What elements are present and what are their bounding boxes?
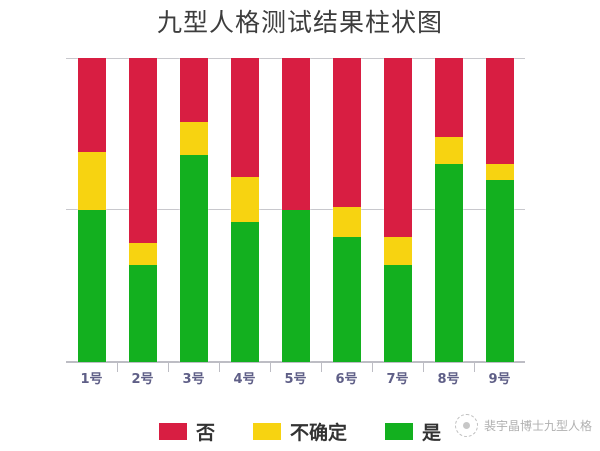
- legend-label-unsure: 不确定: [289, 422, 347, 444]
- x-axis-tick: [321, 363, 372, 389]
- stacked-bar[interactable]: [77, 58, 106, 362]
- bar-slot: [219, 58, 270, 362]
- bar-segment-yes: [128, 264, 157, 362]
- x-axis-label-6: 6号: [335, 372, 358, 387]
- bar-segment-yes: [230, 222, 259, 362]
- x-axis-label-8: 8号: [437, 372, 460, 387]
- stacked-bar[interactable]: [230, 58, 259, 362]
- bar-slot: [474, 58, 525, 362]
- bar-segment-yes: [332, 237, 361, 362]
- stacked-bar[interactable]: [128, 58, 157, 362]
- x-axis-tick: [474, 363, 525, 389]
- x-axis-label-7: 7号: [386, 372, 409, 387]
- bar-segment-no: [281, 58, 310, 210]
- bar-segment-no: [230, 58, 259, 177]
- stacked-bar[interactable]: [332, 58, 361, 362]
- legend-label-yes: 是: [422, 422, 442, 444]
- x-axis-label-2: 2号: [131, 372, 154, 387]
- x-axis-labels: 1号 2号 3号 4号 5号 6号 7号 8号 9号: [66, 368, 525, 387]
- bar-slot: [168, 58, 219, 362]
- watermark-label: 裴宇晶博士九型人格: [483, 419, 592, 433]
- bar-segment-no: [434, 58, 463, 138]
- bar-group: [66, 58, 525, 362]
- bar-segment-unsure: [128, 243, 157, 265]
- bar-segment-no: [485, 58, 514, 165]
- stacked-bar[interactable]: [485, 58, 514, 362]
- legend-swatch-yes: [385, 423, 413, 440]
- bar-segment-no: [332, 58, 361, 207]
- x-axis-tick: [270, 363, 321, 389]
- bar-segment-unsure: [230, 176, 259, 223]
- bar-segment-yes: [383, 264, 412, 362]
- bar-segment-unsure: [383, 237, 412, 265]
- bar-segment-unsure: [485, 164, 514, 180]
- bar-segment-yes: [281, 210, 310, 362]
- legend-item-unsure[interactable]: 不确定: [252, 418, 347, 445]
- bar-slot: [270, 58, 321, 362]
- bar-segment-unsure: [434, 137, 463, 165]
- bar-slot: [66, 58, 117, 362]
- x-axis-tick: [423, 363, 474, 389]
- stacked-bar[interactable]: [179, 58, 208, 362]
- legend-swatch-no: [158, 423, 187, 440]
- bar-segment-no: [77, 58, 106, 153]
- bar-slot: [321, 58, 372, 362]
- x-axis-tick: [168, 363, 219, 389]
- bar-segment-no: [128, 58, 157, 244]
- bar-segment-unsure: [332, 206, 361, 238]
- legend-swatch-unsure: [252, 423, 281, 440]
- brand-logo-icon: [454, 414, 478, 437]
- plot-area: [66, 58, 525, 362]
- x-axis-tick: [219, 363, 270, 389]
- bar-segment-yes: [77, 209, 106, 362]
- x-axis: [66, 362, 525, 389]
- bar-segment-no: [383, 58, 412, 238]
- x-axis-label-5: 5号: [284, 372, 307, 387]
- bar-slot: [117, 58, 168, 362]
- bar-slot: [372, 58, 423, 362]
- bar-segment-yes: [434, 164, 463, 362]
- bar-segment-unsure: [77, 152, 106, 210]
- watermark: 裴宇晶博士九型人格: [454, 414, 592, 437]
- x-axis-tick: [372, 363, 423, 389]
- legend-item-no[interactable]: 否: [158, 418, 215, 445]
- bar-slot: [423, 58, 474, 362]
- x-axis-label-3: 3号: [182, 372, 205, 387]
- legend-item-yes[interactable]: 是: [385, 418, 441, 445]
- stacked-bar[interactable]: [383, 58, 412, 362]
- bar-segment-yes: [485, 179, 514, 362]
- stacked-bar[interactable]: [434, 58, 463, 362]
- bar-segment-unsure: [179, 121, 208, 156]
- chart-legend: 否 不确定 是: [0, 418, 600, 445]
- stacked-bar[interactable]: [281, 58, 310, 362]
- bar-segment-yes: [179, 155, 208, 362]
- legend-label-no: 否: [195, 422, 215, 444]
- bar-segment-no: [179, 58, 208, 122]
- x-axis-ticks: [66, 363, 525, 389]
- x-axis-label-1: 1号: [80, 372, 103, 387]
- x-axis-label-9: 9号: [488, 372, 511, 387]
- x-axis-tick: [117, 363, 168, 389]
- x-axis-label-4: 4号: [233, 372, 256, 387]
- chart-title: 九型人格测试结果柱状图: [156, 8, 443, 37]
